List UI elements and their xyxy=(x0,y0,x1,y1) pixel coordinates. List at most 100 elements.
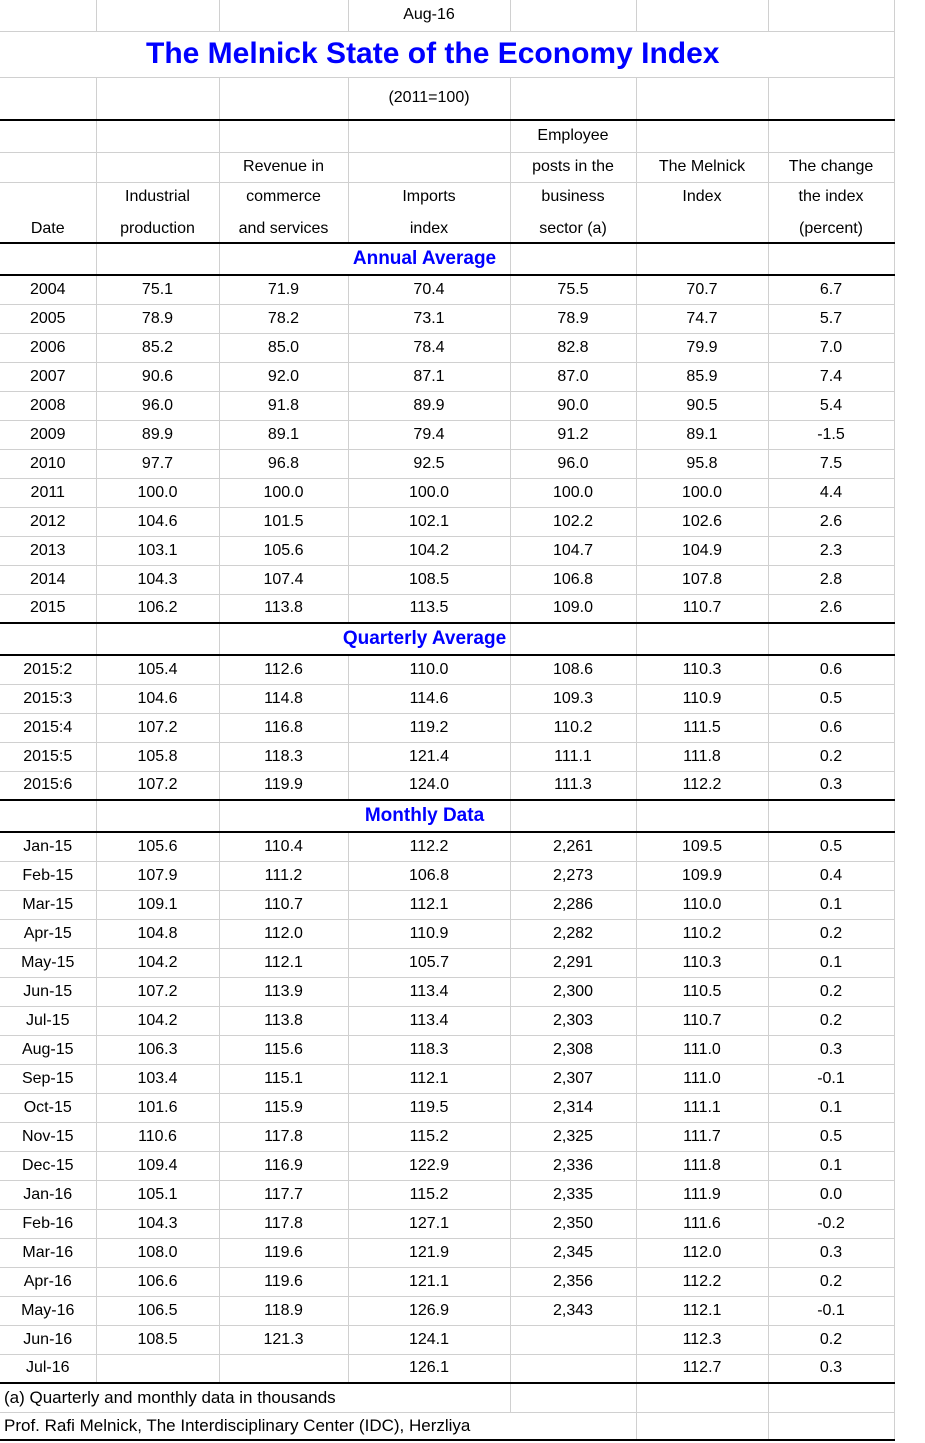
value-cell: 112.1 xyxy=(348,890,511,920)
value-cell: 101.5 xyxy=(219,507,349,537)
table-row: 2015:4 107.2 116.8 119.2 110.2 111.5 0.6 xyxy=(0,713,895,743)
empty-cell xyxy=(348,152,511,183)
value-cell: 79.4 xyxy=(348,420,511,450)
table-row: Jul-16 126.1 112.7 0.3 xyxy=(0,1354,895,1384)
value-cell: 109.5 xyxy=(636,832,769,862)
value-cell: 0.3 xyxy=(768,1035,895,1065)
title-row: The Melnick State of the Economy Index xyxy=(0,31,895,78)
empty-cell xyxy=(636,622,769,656)
date-cell: Jun-16 xyxy=(0,1325,97,1355)
date-cell: May-16 xyxy=(0,1296,97,1326)
value-cell: 79.9 xyxy=(636,333,769,363)
date-cell: 2007 xyxy=(0,362,97,392)
empty-cell xyxy=(768,77,895,121)
column-header-employee: business xyxy=(510,182,637,212)
value-cell: 6.7 xyxy=(768,275,895,305)
value-cell: 111.7 xyxy=(636,1122,769,1152)
date-cell: 2010 xyxy=(0,449,97,479)
empty-cell xyxy=(96,120,220,153)
table-row: Jun-16 108.5 121.3 124.1 112.3 0.2 xyxy=(0,1325,895,1355)
value-cell: -1.5 xyxy=(768,420,895,450)
value-cell: 106.2 xyxy=(96,594,220,624)
date-cell: 2011 xyxy=(0,478,97,508)
empty-cell xyxy=(510,622,637,656)
value-cell: 105.8 xyxy=(96,742,220,772)
value-cell: 105.4 xyxy=(96,655,220,685)
value-cell xyxy=(510,1354,637,1384)
value-cell: 111.9 xyxy=(636,1180,769,1210)
value-cell: 110.7 xyxy=(636,594,769,624)
value-cell: 2,345 xyxy=(510,1238,637,1268)
column-header-imports: index xyxy=(348,212,511,244)
table-row: 2010 97.7 96.8 92.5 96.0 95.8 7.5 xyxy=(0,449,895,479)
value-cell: 107.4 xyxy=(219,565,349,595)
value-cell: 78.9 xyxy=(96,304,220,334)
table-row: 2007 90.6 92.0 87.1 87.0 85.9 7.4 xyxy=(0,362,895,392)
section-header-row: Annual Average xyxy=(0,242,895,276)
value-cell: 111.0 xyxy=(636,1064,769,1094)
empty-cell xyxy=(636,212,769,244)
date-cell: 2015:5 xyxy=(0,742,97,772)
value-cell: 107.2 xyxy=(96,713,220,743)
economy-index-table: Aug-16 The Melnick State of the Economy … xyxy=(0,0,895,1441)
date-cell: Jan-16 xyxy=(0,1180,97,1210)
value-cell: 112.6 xyxy=(219,655,349,685)
empty-cell xyxy=(96,77,220,121)
value-cell: 110.3 xyxy=(636,948,769,978)
value-cell: 110.7 xyxy=(636,1006,769,1036)
value-cell: -0.1 xyxy=(768,1064,895,1094)
value-cell: 112.7 xyxy=(636,1354,769,1384)
value-cell: 89.9 xyxy=(96,420,220,450)
value-cell: 5.4 xyxy=(768,391,895,421)
value-cell: 104.3 xyxy=(96,1209,220,1239)
value-cell: 2.6 xyxy=(768,507,895,537)
empty-cell xyxy=(636,77,769,121)
value-cell: 112.2 xyxy=(636,1267,769,1297)
author-credit: Prof. Rafi Melnick, The Interdisciplinar… xyxy=(0,1412,637,1441)
value-cell: 82.8 xyxy=(510,333,637,363)
value-cell: 108.5 xyxy=(96,1325,220,1355)
value-cell: 2,314 xyxy=(510,1093,637,1123)
value-cell: 111.8 xyxy=(636,742,769,772)
value-cell: 2,300 xyxy=(510,977,637,1007)
value-cell: 118.9 xyxy=(219,1296,349,1326)
value-cell: 111.1 xyxy=(510,742,637,772)
table-row: 2009 89.9 89.1 79.4 91.2 89.1 -1.5 xyxy=(0,420,895,450)
base-note-row: (2011=100) xyxy=(0,77,895,121)
value-cell: 97.7 xyxy=(96,449,220,479)
header-line-3: Industrial commerce Imports business Ind… xyxy=(0,182,895,212)
value-cell: 119.9 xyxy=(219,771,349,801)
value-cell: 102.6 xyxy=(636,507,769,537)
date-cell: 2006 xyxy=(0,333,97,363)
value-cell: 2,343 xyxy=(510,1296,637,1326)
date-cell: May-15 xyxy=(0,948,97,978)
value-cell: 75.1 xyxy=(96,275,220,305)
value-cell: 70.7 xyxy=(636,275,769,305)
column-header-employee: posts in the xyxy=(510,152,637,183)
empty-cell xyxy=(219,120,349,153)
table-row: 2015:3 104.6 114.8 114.6 109.3 110.9 0.5 xyxy=(0,684,895,714)
period-row: Aug-16 xyxy=(0,0,895,32)
value-cell: 0.5 xyxy=(768,832,895,862)
column-header-industrial: production xyxy=(96,212,220,244)
value-cell: 105.6 xyxy=(96,832,220,862)
table-row: May-16 106.5 118.9 126.9 2,343 112.1 -0.1 xyxy=(0,1296,895,1326)
value-cell: 115.1 xyxy=(219,1064,349,1094)
value-cell: 113.9 xyxy=(219,977,349,1007)
value-cell: 122.9 xyxy=(348,1151,511,1181)
table-head-area: Aug-16 The Melnick State of the Economy … xyxy=(0,0,895,244)
empty-cell xyxy=(510,799,637,833)
value-cell: 104.2 xyxy=(96,1006,220,1036)
table-row: Apr-15 104.8 112.0 110.9 2,282 110.2 0.2 xyxy=(0,919,895,949)
value-cell: 112.1 xyxy=(219,948,349,978)
column-header-revenue: Revenue in xyxy=(219,152,349,183)
value-cell: 111.1 xyxy=(636,1093,769,1123)
table-row: Mar-16 108.0 119.6 121.9 2,345 112.0 0.3 xyxy=(0,1238,895,1268)
value-cell: 100.0 xyxy=(636,478,769,508)
value-cell: 0.5 xyxy=(768,684,895,714)
value-cell: 115.2 xyxy=(348,1122,511,1152)
date-cell: 2015:2 xyxy=(0,655,97,685)
section-title: Quarterly Average xyxy=(219,622,511,656)
value-cell: 85.9 xyxy=(636,362,769,392)
empty-cell xyxy=(636,1412,769,1441)
